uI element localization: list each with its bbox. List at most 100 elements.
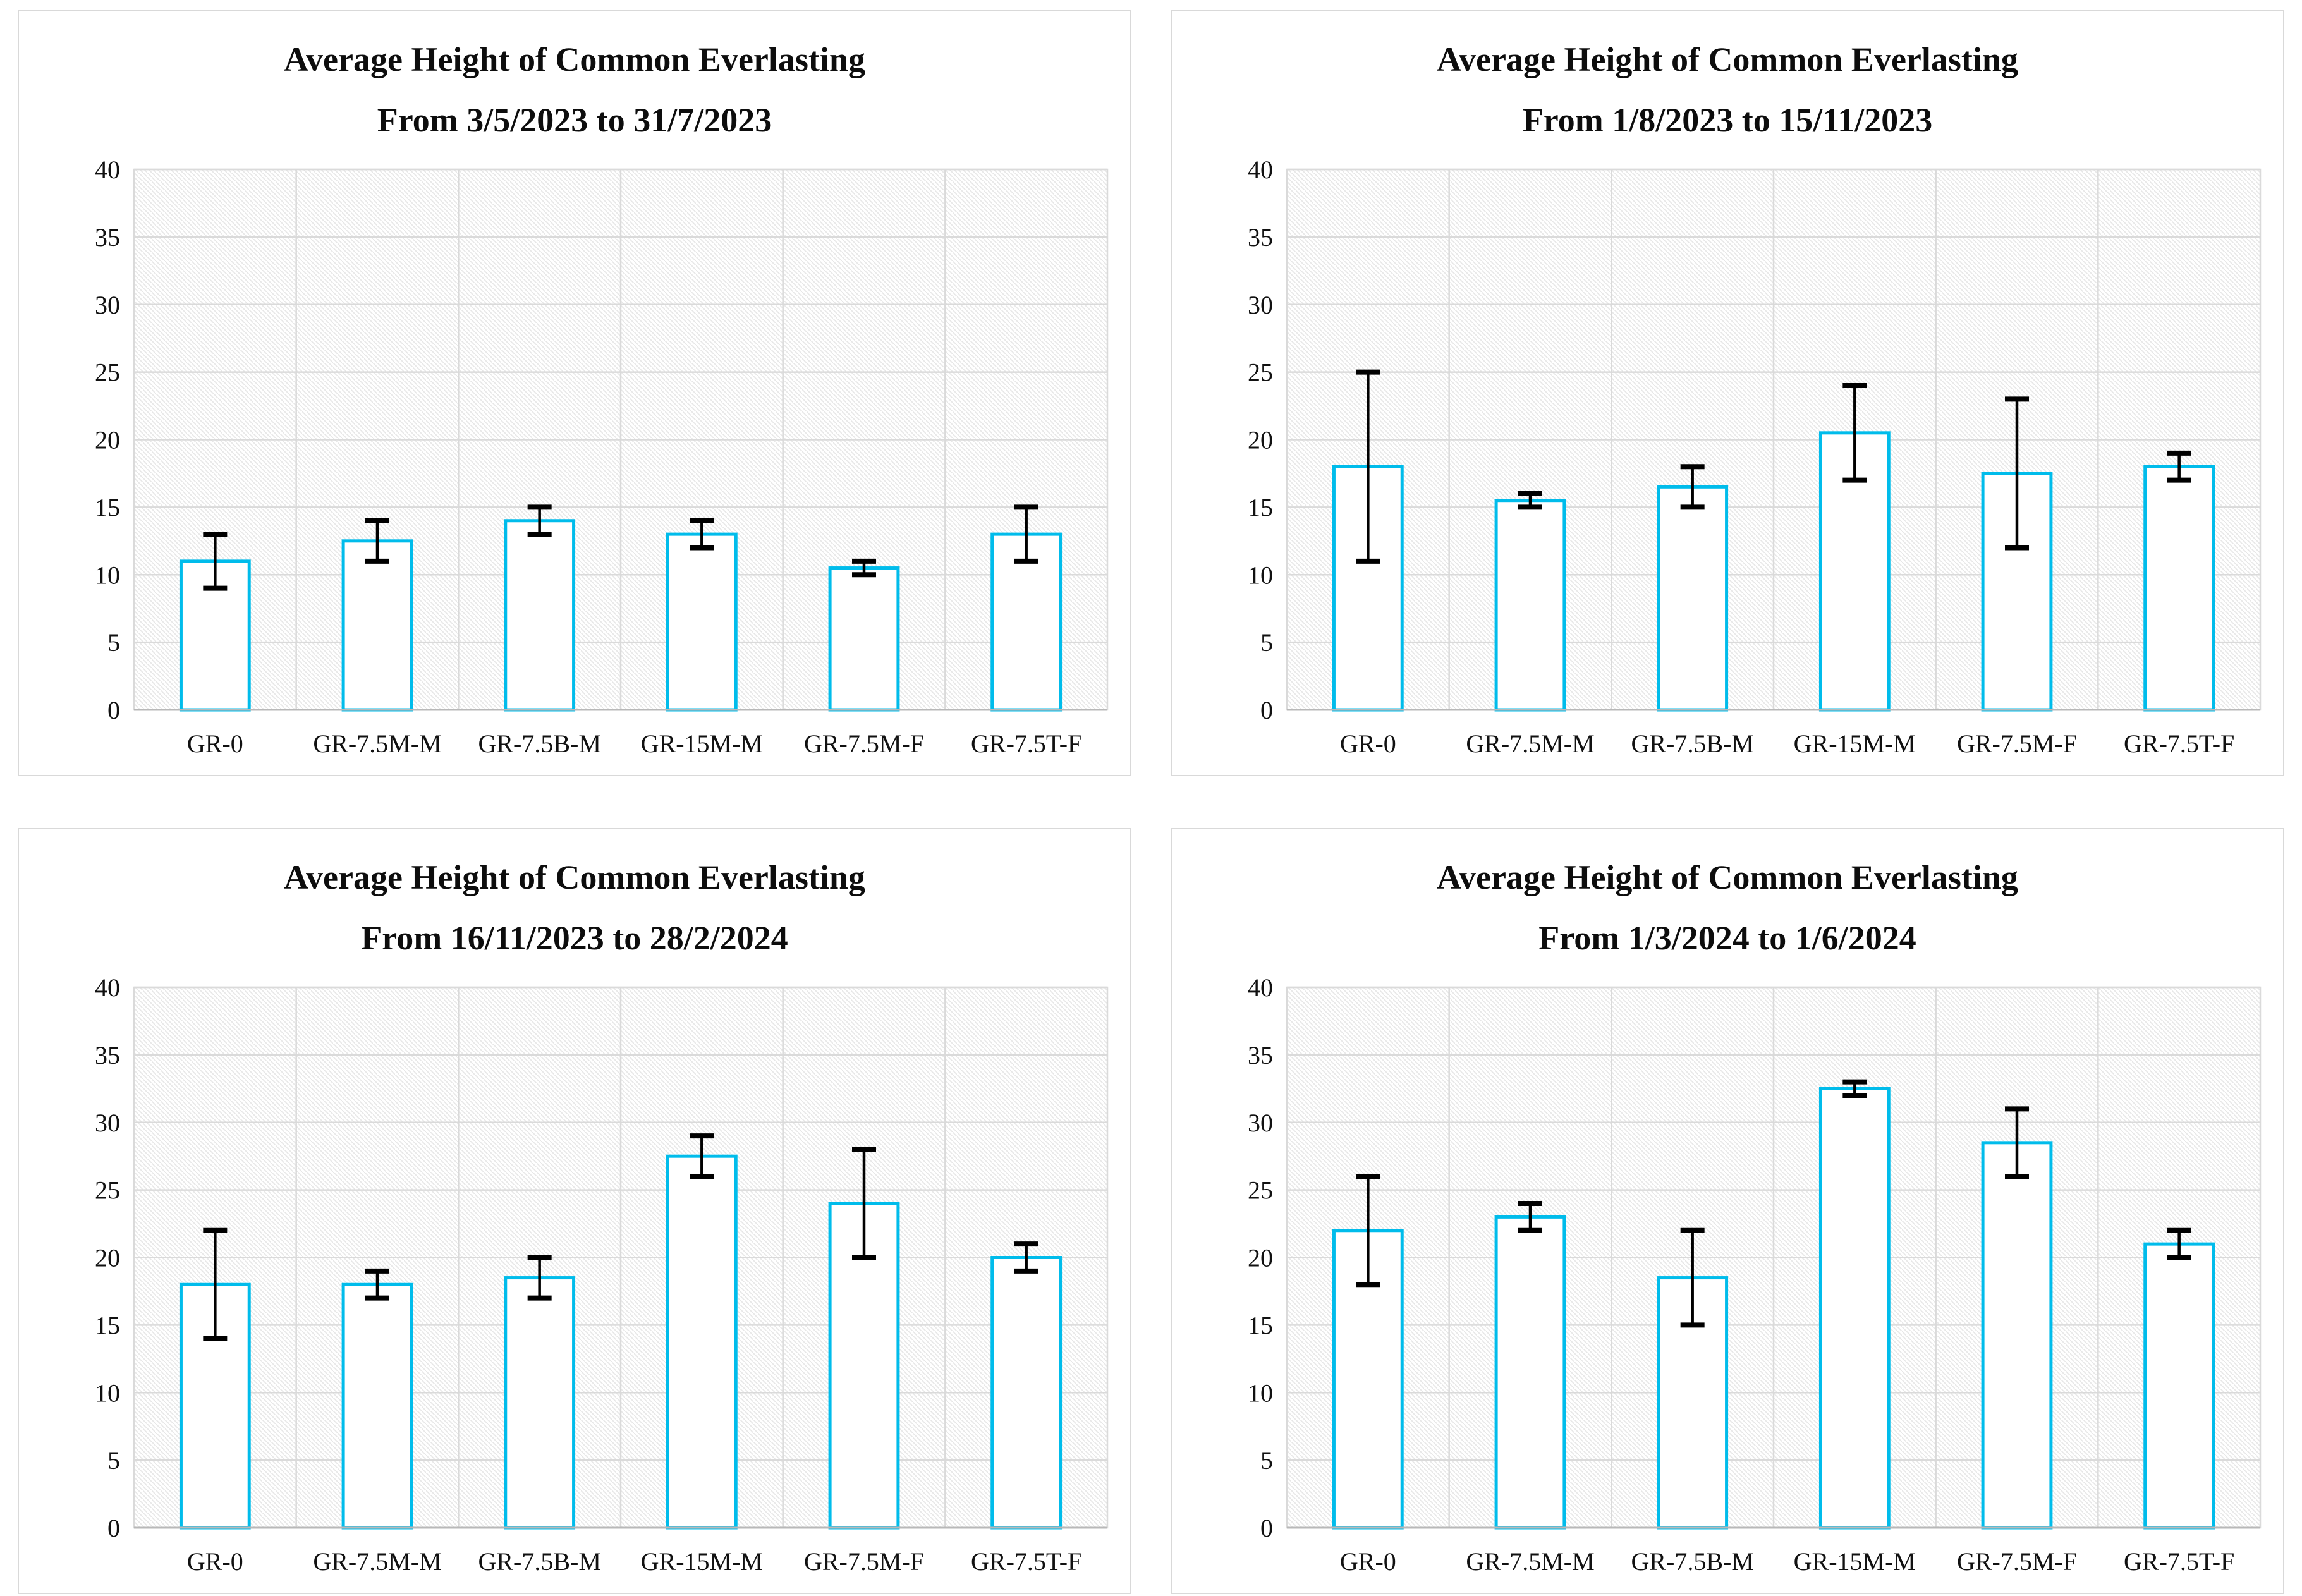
y-tick-label: 25 xyxy=(95,358,120,387)
x-category-label: GR-7.5M-F xyxy=(804,729,924,758)
chart-title: Average Height of Common Everlasting Fro… xyxy=(19,11,1130,150)
x-category-label: GR-7.5B-M xyxy=(1631,1547,1753,1576)
y-tick-label: 0 xyxy=(107,696,120,724)
y-tick-label: 30 xyxy=(95,1109,120,1137)
bar-chart-svg: 0 5 10 15 20 25 30 35 40 GR-0 GR-7.5M-M GR-7.5B-M GR… xyxy=(1248,973,2262,1576)
x-category-label: GR-7.5M-M xyxy=(313,1547,441,1576)
bar xyxy=(2143,1242,2215,1530)
x-category-label: GR-7.5M-F xyxy=(1957,729,2077,758)
y-tick-label: 40 xyxy=(95,155,120,184)
x-category-label: GR-7.5B-M xyxy=(1631,729,1753,758)
y-tick-label: 5 xyxy=(1260,1446,1273,1475)
y-tick-label: 20 xyxy=(1248,1244,1273,1272)
y-tick-label: 10 xyxy=(95,561,120,589)
y-tick-label: 25 xyxy=(1248,358,1273,387)
chart-title-line1: Average Height of Common Everlasting xyxy=(1437,858,2018,896)
y-tick-label: 25 xyxy=(95,1176,120,1205)
chart-plot-area: 0 5 10 15 20 25 30 35 40 GR-0 GR-7.5M-M GR-7.5B-M GR… xyxy=(19,968,1130,1585)
x-category-label: GR-7.5T-F xyxy=(971,1547,1081,1576)
chart-title-line2: From 1/3/2024 to 1/6/2024 xyxy=(1538,919,1916,958)
chart-panel-bottom-right: Average Height of Common Everlasting Fro… xyxy=(1171,828,2284,1594)
y-tick-label: 15 xyxy=(95,494,120,522)
x-category-label: GR-0 xyxy=(187,1547,243,1576)
y-tick-label: 5 xyxy=(107,1446,120,1475)
x-category-label: GR-7.5M-F xyxy=(1957,1547,2077,1576)
bar xyxy=(1494,1215,1566,1530)
x-category-label: GR-15M-M xyxy=(1794,1547,1916,1576)
chart-title-line2: From 1/8/2023 to 15/11/2023 xyxy=(1522,101,1933,140)
y-tick-label: 5 xyxy=(107,628,120,657)
bar xyxy=(990,1256,1063,1530)
chart-plot-area: 0 5 10 15 20 25 30 35 40 GR-0 GR-7.5M-M GR-7.5B-M GR… xyxy=(1172,150,2283,767)
y-tick-label: 15 xyxy=(95,1312,120,1340)
y-tick-label: 10 xyxy=(1248,561,1273,589)
bar xyxy=(666,532,738,712)
chart-title: Average Height of Common Everlasting Fro… xyxy=(19,829,1130,968)
y-tick-label: 35 xyxy=(1248,1041,1273,1069)
chart-title-line1: Average Height of Common Everlasting xyxy=(1437,40,2018,78)
y-tick-label: 35 xyxy=(1248,223,1273,252)
chart-panel-top-left: Average Height of Common Everlasting Fro… xyxy=(18,10,1131,776)
x-category-label: GR-7.5M-M xyxy=(1466,1547,1594,1576)
x-category-label: GR-7.5T-F xyxy=(971,729,1081,758)
chart-title-line1: Average Height of Common Everlasting xyxy=(284,40,865,78)
y-tick-label: 35 xyxy=(95,223,120,252)
bar-chart-svg: 0 5 10 15 20 25 30 35 40 GR-0 GR-7.5M-M GR-7.5B-M GR… xyxy=(95,973,1109,1576)
chart-title-line2: From 16/11/2023 to 28/2/2024 xyxy=(361,919,788,958)
bar-chart-svg: 0 5 10 15 20 25 30 35 40 GR-0 GR-7.5M-M GR-7.5B-M GR… xyxy=(1248,155,2262,758)
y-tick-label: 20 xyxy=(1248,426,1273,454)
y-tick-label: 0 xyxy=(107,1514,120,1542)
y-tick-label: 15 xyxy=(1248,1312,1273,1340)
y-tick-label: 10 xyxy=(1248,1379,1273,1407)
bar xyxy=(1818,1087,1891,1530)
x-category-label: GR-0 xyxy=(1340,729,1396,758)
bar xyxy=(1494,499,1566,712)
bar xyxy=(2143,465,2215,712)
y-tick-label: 40 xyxy=(1248,155,1273,184)
bar xyxy=(504,519,576,712)
x-category-label: GR-7.5M-M xyxy=(313,729,441,758)
y-tick-label: 15 xyxy=(1248,494,1273,522)
x-category-label: GR-15M-M xyxy=(1794,729,1916,758)
x-category-label: GR-7.5M-M xyxy=(1466,729,1594,758)
chart-title-line2: From 3/5/2023 to 31/7/2023 xyxy=(377,101,772,140)
y-tick-label: 40 xyxy=(95,973,120,1002)
x-category-label: GR-0 xyxy=(187,729,243,758)
y-tick-label: 30 xyxy=(95,291,120,319)
x-category-label: GR-7.5T-F xyxy=(2124,729,2234,758)
bar xyxy=(504,1276,576,1530)
x-category-label: GR-7.5M-F xyxy=(804,1547,924,1576)
y-tick-label: 0 xyxy=(1260,696,1273,724)
bar xyxy=(1981,1141,2053,1530)
chart-title-line1: Average Height of Common Everlasting xyxy=(284,858,865,896)
bar xyxy=(1657,485,1729,712)
x-category-label: GR-7.5T-F xyxy=(2124,1547,2234,1576)
chart-panel-bottom-left: Average Height of Common Everlasting Fro… xyxy=(18,828,1131,1594)
chart-title: Average Height of Common Everlasting Fro… xyxy=(1172,11,2283,150)
y-tick-label: 20 xyxy=(95,1244,120,1272)
chart-plot-area: 0 5 10 15 20 25 30 35 40 GR-0 GR-7.5M-M GR-7.5B-M GR… xyxy=(19,150,1130,767)
chart-panel-top-right: Average Height of Common Everlasting Fro… xyxy=(1171,10,2284,776)
y-tick-label: 30 xyxy=(1248,291,1273,319)
y-tick-label: 30 xyxy=(1248,1109,1273,1137)
bar xyxy=(341,539,413,712)
y-tick-label: 35 xyxy=(95,1041,120,1069)
x-category-label: GR-0 xyxy=(1340,1547,1396,1576)
bar xyxy=(341,1282,413,1530)
y-tick-label: 25 xyxy=(1248,1176,1273,1205)
bar-chart-svg: 0 5 10 15 20 25 30 35 40 GR-0 GR-7.5M-M GR-7.5B-M GR… xyxy=(95,155,1109,758)
x-category-label: GR-15M-M xyxy=(641,729,763,758)
x-category-label: GR-15M-M xyxy=(641,1547,763,1576)
x-category-label: GR-7.5B-M xyxy=(478,1547,600,1576)
bar xyxy=(828,566,900,712)
y-tick-label: 20 xyxy=(95,426,120,454)
chart-title: Average Height of Common Everlasting Fro… xyxy=(1172,829,2283,968)
x-category-label: GR-7.5B-M xyxy=(478,729,600,758)
y-tick-label: 40 xyxy=(1248,973,1273,1002)
bar xyxy=(666,1154,738,1530)
chart-plot-area: 0 5 10 15 20 25 30 35 40 GR-0 GR-7.5M-M GR-7.5B-M GR… xyxy=(1172,968,2283,1585)
y-tick-label: 10 xyxy=(95,1379,120,1407)
y-tick-label: 0 xyxy=(1260,1514,1273,1542)
y-tick-label: 5 xyxy=(1260,628,1273,657)
